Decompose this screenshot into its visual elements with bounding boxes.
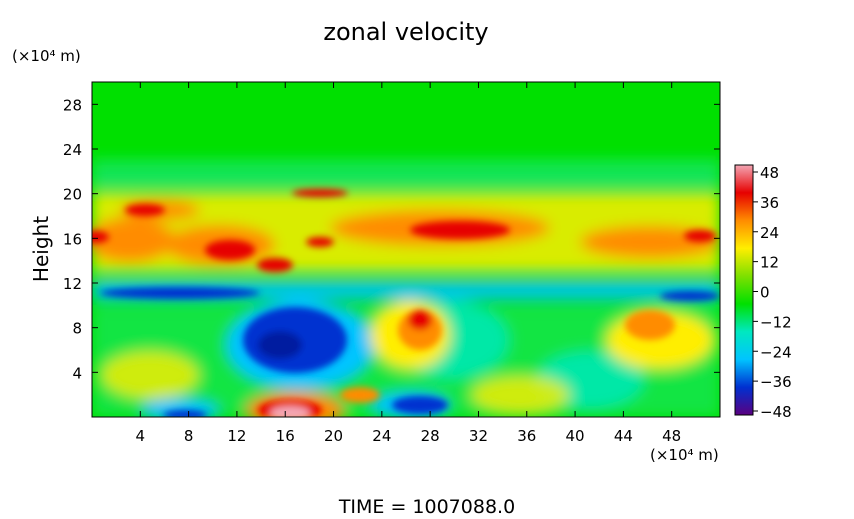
- y-tick-label: 8: [72, 320, 82, 338]
- colorbar-tick-label: −24: [760, 343, 792, 361]
- x-tick-label: 32: [469, 427, 488, 445]
- y-tick-label: 28: [63, 96, 82, 114]
- colorbar-ticks: 48 36 24 12 0 −12 −24 −36 −48: [753, 164, 792, 421]
- colorbar-tick-label: 36: [760, 194, 779, 212]
- colorbar-tick-label: 12: [760, 254, 779, 272]
- x-tick-label: 36: [517, 427, 536, 445]
- y-tick-label: 4: [72, 364, 82, 382]
- x-tick-label: 4: [136, 427, 146, 445]
- colorbar-tick-label: −48: [760, 403, 792, 421]
- y-unit-label: (×10⁴ m): [12, 47, 81, 65]
- x-tick-label: 16: [276, 427, 295, 445]
- x-tick-label: 48: [662, 427, 681, 445]
- x-tick-label: 24: [372, 427, 391, 445]
- x-tick-label: 8: [184, 427, 194, 445]
- colorbar-tick-label: 0: [760, 284, 770, 302]
- colorbar-tick-label: 48: [760, 164, 779, 182]
- x-axis-ticks: 4 8 12 16 20 24 28 32 36 40 44 48: [136, 82, 681, 445]
- x-tick-label: 20: [324, 427, 343, 445]
- time-label: TIME = 1007088.0: [338, 496, 515, 518]
- colorbar: [734, 164, 754, 416]
- plot-frame: [91, 81, 721, 418]
- y-tick-label: 24: [63, 141, 82, 159]
- y-axis-ticks: 4 8 12 16 20 24 28: [63, 96, 720, 382]
- y-axis-label: Height: [29, 216, 53, 282]
- colorbar-tick-label: −36: [760, 373, 792, 391]
- heatmap-field: [92, 82, 720, 417]
- y-tick-label: 12: [63, 275, 82, 293]
- x-tick-label: 44: [614, 427, 633, 445]
- x-tick-label: 28: [421, 427, 440, 445]
- y-tick-label: 20: [63, 186, 82, 204]
- x-tick-label: 40: [566, 427, 585, 445]
- colorbar-tick-label: −12: [760, 313, 792, 331]
- y-tick-label: 16: [63, 230, 82, 248]
- x-unit-label: (×10⁴ m): [650, 446, 719, 464]
- chart-title: zonal velocity: [323, 18, 488, 46]
- x-tick-label: 12: [227, 427, 246, 445]
- colorbar-tick-label: 24: [760, 224, 779, 242]
